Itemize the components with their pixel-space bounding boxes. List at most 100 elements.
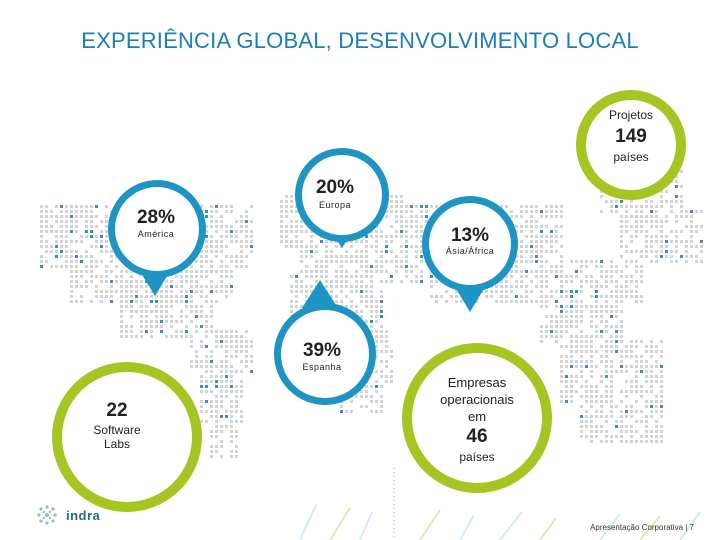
map-dot [540,240,543,243]
map-dot [530,300,533,303]
map-dot [535,245,538,248]
map-dot [95,215,98,218]
map-dot [95,205,98,208]
map-dot [140,300,143,303]
map-dot [380,340,383,343]
map-dot [350,410,353,413]
map-dot [560,255,563,258]
map-dot [350,255,353,258]
map-dot [245,265,248,268]
map-dot [105,295,108,298]
map-dot [230,335,233,338]
map-dot [585,385,588,388]
map-dot [85,220,88,223]
map-dot [565,330,568,333]
map-dot [155,325,158,328]
map-dot [625,250,628,253]
map-dot [570,275,573,278]
map-dot [195,365,198,368]
map-dot [245,220,248,223]
map-dot [490,295,493,298]
map-dot [285,195,288,198]
map-dot [210,405,213,408]
map-dot [220,400,223,403]
map-dot [645,375,648,378]
map-dot [230,275,233,278]
map-dot [640,215,643,218]
map-dot [205,325,208,328]
map-dot [615,405,618,408]
map-dot [205,370,208,373]
map-dot [105,225,108,228]
map-dot [385,215,388,218]
map-dot [330,290,333,293]
map-dot [630,205,633,208]
map-dot [380,395,383,398]
map-dot [635,440,638,443]
map-dot [580,405,583,408]
map-dot [70,255,73,258]
map-dot [220,370,223,373]
map-dot [670,255,673,258]
map-dot [635,220,638,223]
map-dot [90,275,93,278]
map-dot [195,275,198,278]
map-dot [370,245,373,248]
map-dot [415,265,418,268]
map-dot [105,240,108,243]
map-dot [340,410,343,413]
map-dot [245,225,248,228]
map-dot [570,300,573,303]
map-dot [385,260,388,263]
map-dot [660,405,663,408]
map-dot [235,410,238,413]
map-dot [555,275,558,278]
map-dot [215,290,218,293]
map-dot [215,395,218,398]
map-dot [165,300,168,303]
map-dot [235,445,238,448]
map-dot [280,205,283,208]
map-dot [620,340,623,343]
map-dot [660,235,663,238]
map-dot [290,225,293,228]
map-dot [240,230,243,233]
map-dot [185,300,188,303]
map-dot [605,375,608,378]
software-labs-circle [52,362,202,512]
map-dot [635,430,638,433]
map-dot [165,310,168,313]
map-dot [70,215,73,218]
map-dot [210,410,213,413]
map-dot [540,290,543,293]
map-dot [655,435,658,438]
map-dot [610,370,613,373]
map-dot [170,300,173,303]
map-dot [235,390,238,393]
map-dot [390,350,393,353]
map-dot [580,340,583,343]
map-dot [410,265,413,268]
map-dot [570,290,573,293]
map-dot [360,255,363,258]
map-dot [85,205,88,208]
map-dot [620,205,623,208]
map-dot [230,430,233,433]
map-dot [250,245,253,248]
map-dot [70,275,73,278]
map-dot [420,210,423,213]
map-dot [680,195,683,198]
map-dot [245,355,248,358]
map-dot [330,260,333,263]
map-dot [675,215,678,218]
map-dot [365,240,368,243]
map-dot [45,205,48,208]
map-dot [410,270,413,273]
map-dot [560,380,563,383]
map-dot [560,225,563,228]
map-dot [65,250,68,253]
map-dot [405,255,408,258]
map-dot [375,330,378,333]
map-dot [580,310,583,313]
map-dot [600,425,603,428]
